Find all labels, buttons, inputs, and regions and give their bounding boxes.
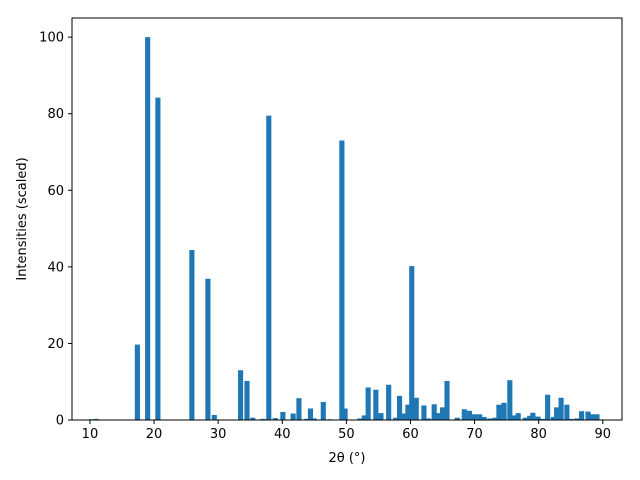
bar bbox=[339, 140, 345, 420]
bar bbox=[507, 380, 513, 420]
bar bbox=[487, 418, 493, 420]
bar bbox=[272, 418, 278, 420]
bar bbox=[260, 418, 266, 420]
bar bbox=[93, 418, 99, 420]
bar bbox=[579, 411, 585, 420]
bar bbox=[545, 394, 551, 420]
bar bbox=[550, 416, 556, 420]
y-tick-label: 60 bbox=[47, 184, 64, 199]
bar bbox=[573, 418, 580, 420]
bar bbox=[594, 414, 600, 420]
bar bbox=[515, 413, 521, 420]
bar bbox=[393, 417, 399, 420]
x-tick-label: 70 bbox=[466, 427, 483, 442]
bar bbox=[244, 380, 250, 420]
bar bbox=[238, 370, 244, 420]
bar bbox=[413, 397, 419, 420]
y-axis-ticks: 0 20 40 60 80 100 bbox=[39, 31, 72, 429]
x-axis-label: 2θ (°) bbox=[328, 451, 365, 466]
x-tick-label: 60 bbox=[402, 427, 419, 442]
bar bbox=[320, 402, 326, 420]
x-tick-label: 90 bbox=[594, 427, 611, 442]
bar bbox=[378, 413, 384, 420]
bar bbox=[539, 418, 546, 420]
bar bbox=[527, 415, 533, 420]
bar bbox=[250, 417, 256, 420]
bar bbox=[189, 250, 195, 420]
x-tick-label: 40 bbox=[274, 427, 291, 442]
bar bbox=[421, 405, 427, 420]
bar bbox=[568, 418, 574, 420]
bar bbox=[280, 411, 286, 420]
bar bbox=[205, 278, 211, 420]
y-tick-label: 0 bbox=[56, 414, 64, 429]
bar bbox=[461, 409, 467, 420]
bar bbox=[425, 418, 431, 420]
bar bbox=[444, 380, 450, 420]
bar bbox=[266, 115, 272, 420]
bar bbox=[431, 404, 437, 420]
bar bbox=[290, 413, 296, 420]
bar bbox=[558, 397, 564, 420]
bar bbox=[554, 407, 560, 420]
y-tick-label: 80 bbox=[47, 107, 64, 122]
bar bbox=[307, 408, 314, 420]
bar bbox=[155, 97, 161, 420]
bar bbox=[145, 37, 151, 420]
x-tick-label: 20 bbox=[146, 427, 163, 442]
bars-group bbox=[89, 37, 600, 420]
bar bbox=[454, 417, 460, 420]
bar bbox=[357, 418, 363, 420]
bar bbox=[496, 404, 502, 420]
bar bbox=[361, 415, 367, 420]
bar bbox=[501, 402, 507, 420]
bar bbox=[477, 414, 483, 420]
bar bbox=[436, 413, 442, 420]
bar bbox=[304, 418, 310, 420]
bar bbox=[522, 417, 528, 420]
bar bbox=[530, 412, 536, 420]
bar bbox=[589, 414, 596, 420]
bar bbox=[311, 418, 317, 420]
bar bbox=[386, 384, 392, 420]
y-axis-label: Intensities (scaled) bbox=[15, 157, 30, 280]
x-tick-label: 30 bbox=[210, 427, 227, 442]
bar bbox=[409, 266, 415, 420]
bar bbox=[439, 407, 446, 420]
bar bbox=[585, 411, 591, 420]
bar bbox=[481, 416, 487, 420]
bar bbox=[564, 404, 570, 420]
bar bbox=[365, 387, 371, 420]
bar bbox=[535, 416, 541, 420]
bar bbox=[397, 395, 403, 420]
plot-frame bbox=[71, 17, 623, 421]
bar bbox=[511, 415, 517, 420]
bar bbox=[211, 415, 217, 420]
x-tick-label: 50 bbox=[338, 427, 355, 442]
y-tick-label: 20 bbox=[47, 337, 64, 352]
y-tick-label: 40 bbox=[47, 260, 64, 275]
bar bbox=[134, 344, 140, 420]
bar bbox=[400, 413, 406, 420]
bar bbox=[373, 389, 379, 420]
x-tick-label: 10 bbox=[82, 427, 99, 442]
y-tick-label: 100 bbox=[39, 31, 64, 46]
x-tick-label: 80 bbox=[530, 427, 547, 442]
bar bbox=[466, 410, 472, 420]
bar bbox=[405, 404, 411, 420]
bar bbox=[342, 408, 348, 420]
bar bbox=[492, 417, 498, 420]
bar bbox=[472, 414, 478, 420]
x-axis-ticks: 10 20 30 40 50 60 70 80 90 bbox=[82, 420, 611, 442]
bar bbox=[296, 398, 302, 420]
